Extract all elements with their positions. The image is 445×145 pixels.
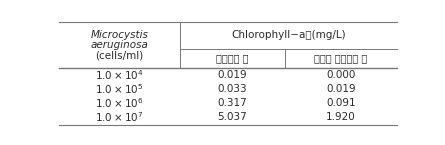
Text: $\mathregular{1.0\times10^{4}}$: $\mathregular{1.0\times10^{4}}$	[95, 68, 144, 82]
Text: 0.019: 0.019	[218, 70, 247, 80]
Text: 초고속 원심분리 후: 초고속 원심분리 후	[314, 53, 368, 63]
Text: Microcystis: Microcystis	[90, 30, 148, 40]
Text: 5.037: 5.037	[218, 113, 247, 123]
Text: (cells/ml): (cells/ml)	[95, 51, 144, 61]
Text: $\mathregular{1.0\times10^{6}}$: $\mathregular{1.0\times10^{6}}$	[95, 96, 144, 110]
Text: 0.033: 0.033	[218, 84, 247, 94]
Text: aeruginosa: aeruginosa	[90, 40, 148, 50]
Text: Chlorophyll−a　(mg/L): Chlorophyll−a (mg/L)	[231, 30, 346, 40]
Text: 0.000: 0.000	[326, 70, 356, 80]
Text: $\mathregular{1.0\times10^{7}}$: $\mathregular{1.0\times10^{7}}$	[95, 111, 144, 124]
Text: 원심분리 후: 원심분리 후	[216, 53, 249, 63]
Text: $\mathregular{1.0\times10^{5}}$: $\mathregular{1.0\times10^{5}}$	[95, 82, 144, 96]
Text: 0.317: 0.317	[218, 98, 247, 108]
Text: 0.091: 0.091	[326, 98, 356, 108]
Text: 1.920: 1.920	[326, 113, 356, 123]
Text: 0.019: 0.019	[326, 84, 356, 94]
